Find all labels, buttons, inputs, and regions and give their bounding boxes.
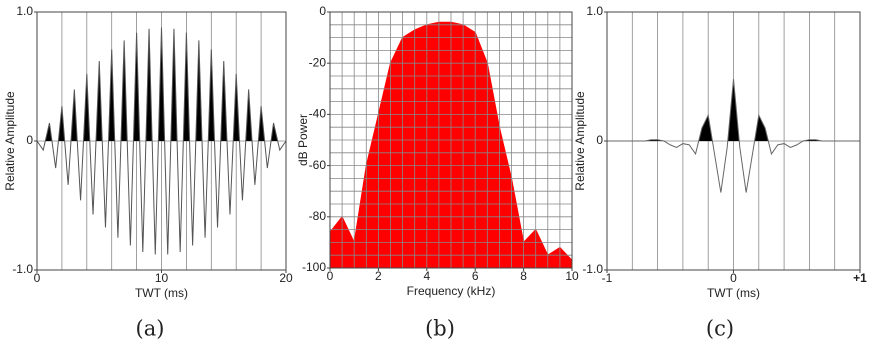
x-tick-label: 2 xyxy=(375,269,382,283)
caption: (b) xyxy=(425,317,455,341)
x-tick-label: 10 xyxy=(155,271,169,285)
x-axis-label: TWT (ms) xyxy=(135,286,188,300)
y-tick-label: -1.0 xyxy=(12,262,33,276)
panel: 0 2 4 6 8 10 -100 -80 -60 -40 -20 0 Frequency (kHz) d… xyxy=(296,4,579,340)
y-tick-label: -1.0 xyxy=(582,262,603,276)
y-tick-label: -80 xyxy=(309,209,327,223)
y-tick-label: 0 xyxy=(319,4,326,18)
y-tick-label: 0 xyxy=(596,133,603,147)
x-tick-label: 10 xyxy=(565,269,579,283)
x-tick-label: 8 xyxy=(520,269,527,283)
y-tick-label: 1.0 xyxy=(586,4,603,18)
y-axis-label: Relative Amplitude xyxy=(3,91,17,191)
y-tick-label: 1.0 xyxy=(16,4,33,18)
x-axis-label: Frequency (kHz) xyxy=(407,284,496,298)
caption: (a) xyxy=(136,317,165,341)
trace xyxy=(36,27,287,255)
caption: (c) xyxy=(706,317,734,341)
y-axis-label: dB Power xyxy=(296,114,310,166)
x-tick-label: +1 xyxy=(853,271,867,285)
x-tick-label: 0 xyxy=(34,271,41,285)
x-tick-label: 6 xyxy=(472,269,479,283)
y-tick-label: -40 xyxy=(309,107,327,121)
frame xyxy=(329,11,573,269)
y-tick-label: 0 xyxy=(26,133,33,147)
y-tick-label: -20 xyxy=(309,55,327,69)
x-tick-label: 4 xyxy=(423,269,430,283)
y-tick-label: -60 xyxy=(309,158,327,172)
x-tick-label: 20 xyxy=(279,271,293,285)
x-tick-label: -1 xyxy=(602,271,613,285)
positive-fill xyxy=(607,79,860,141)
positive-fill xyxy=(37,27,286,141)
trace xyxy=(607,79,860,193)
x-tick-label: 0 xyxy=(327,269,334,283)
y-axis-label: Relative Amplitude xyxy=(573,91,587,191)
panel: -1 0 +1 -1.0 0 1.0 TWT (ms) Relative Amplitude (… xyxy=(573,4,867,340)
x-tick-label: 0 xyxy=(730,271,737,285)
y-tick-label: -100 xyxy=(302,260,326,274)
x-axis-label: TWT (ms) xyxy=(707,286,760,300)
